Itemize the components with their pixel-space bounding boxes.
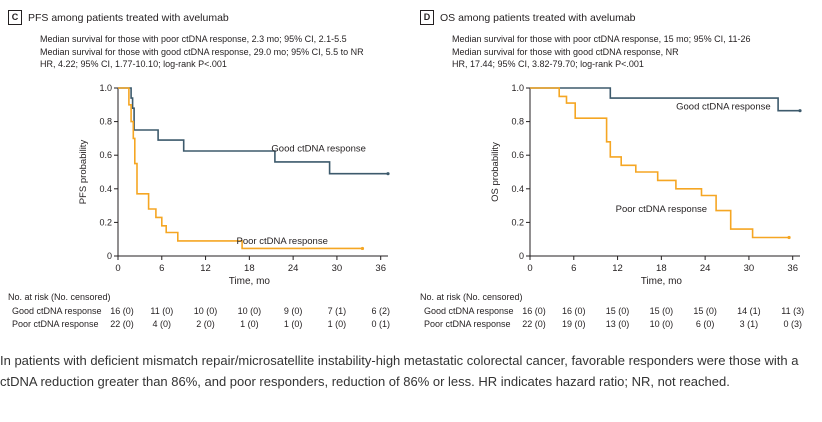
figure-caption: In patients with deficient mismatch repa… <box>0 353 799 389</box>
x-tick-label: 24 <box>700 263 711 274</box>
y-axis-label: PFS probability <box>78 140 89 205</box>
stats-poor-median: Median survival for those with poor ctDN… <box>40 34 347 44</box>
x-tick-label: 36 <box>787 263 798 274</box>
x-tick-label: 18 <box>656 263 667 274</box>
risk-table-cell: 22 (0) <box>522 319 546 329</box>
risk-table-row-label: Good ctDNA response <box>12 306 102 316</box>
panel-c-pfs: C PFS among patients treated with avelum… <box>0 0 410 340</box>
x-tick-label: 6 <box>159 263 164 274</box>
y-tick-label: 1.0 <box>99 83 112 93</box>
x-tick-label: 36 <box>375 263 386 274</box>
risk-table-cell: 10 (0) <box>238 306 262 316</box>
y-tick-label: 0.2 <box>511 217 524 227</box>
risk-table-cell: 3 (1) <box>740 319 759 329</box>
risk-table-cell: 16 (0) <box>110 306 134 316</box>
risk-table-cell: 16 (0) <box>522 306 546 316</box>
censor-mark-poor <box>360 246 365 251</box>
risk-table-cell: 10 (0) <box>650 319 674 329</box>
risk-table-cell: 14 (1) <box>737 306 761 316</box>
risk-table-cell: 22 (0) <box>110 319 134 329</box>
censor-mark-good <box>386 172 390 176</box>
series-annotation: Poor ctDNA response <box>237 236 328 247</box>
y-tick-label: 0.8 <box>511 117 524 127</box>
pfs-chart: 0 0.2 0.4 0.6 0.8 1.0 0 6 12 18 24 30 36 Time, mo PFS … <box>8 83 390 329</box>
risk-table-cell: 11 (0) <box>150 306 173 316</box>
x-tick-label: 24 <box>288 263 299 274</box>
risk-table-cell: 15 (0) <box>650 306 674 316</box>
x-axis-label: Time, mo <box>641 276 683 287</box>
panel-title: PFS among patients treated with avelumab <box>28 11 229 24</box>
x-tick-label: 12 <box>612 263 623 274</box>
series-annotation: Good ctDNA response <box>676 101 771 112</box>
risk-table-cell: 0 (3) <box>783 319 802 329</box>
risk-table-cell: 1 (0) <box>284 319 303 329</box>
risk-table-row-label: Poor ctDNA response <box>424 319 511 329</box>
stats-block: Median survival for those with poor ctDN… <box>40 33 364 71</box>
x-tick-label: 6 <box>571 263 576 274</box>
x-tick-label: 30 <box>332 263 343 274</box>
stats-hazard-ratio: HR, 17.44; 95% CI, 3.82-79.70; log-rank … <box>452 59 644 69</box>
y-tick-label: 0.6 <box>511 150 524 160</box>
risk-table-cell: 19 (0) <box>562 319 586 329</box>
panel-d-os: D OS among patients treated with aveluma… <box>412 0 822 340</box>
risk-table-cell: 11 (3) <box>781 306 804 316</box>
stats-poor-median: Median survival for those with poor ctDN… <box>452 34 751 44</box>
risk-table-header: No. at risk (No. censored) <box>8 292 111 302</box>
risk-table-row-label: Good ctDNA response <box>424 306 514 316</box>
x-tick-label: 12 <box>200 263 211 274</box>
series-line-poor <box>530 87 790 239</box>
panel-letter: C <box>8 10 22 25</box>
series-line-poor <box>118 87 363 250</box>
panel-header: D OS among patients treated with aveluma… <box>420 10 636 25</box>
x-axis-label: Time, mo <box>229 276 271 287</box>
risk-table-cell: 9 (0) <box>284 306 303 316</box>
panel-title: OS among patients treated with avelumab <box>440 11 636 24</box>
risk-table-row-label: Poor ctDNA response <box>12 319 99 329</box>
stats-block: Median survival for those with poor ctDN… <box>452 33 750 71</box>
x-tick-label: 0 <box>527 263 532 274</box>
risk-table-cell: 7 (1) <box>328 306 347 316</box>
risk-table-cell: 1 (0) <box>240 319 259 329</box>
risk-table-cell: 15 (0) <box>693 306 717 316</box>
risk-table-cell: 13 (0) <box>606 319 630 329</box>
x-tick-label: 0 <box>115 263 120 274</box>
series-annotation: Poor ctDNA response <box>616 204 707 215</box>
stats-hazard-ratio: HR, 4.22; 95% CI, 1.77-10.10; log-rank P… <box>40 59 227 69</box>
y-tick-label: 0.4 <box>511 184 524 194</box>
censor-mark-poor <box>787 235 791 240</box>
risk-table-cell: 0 (1) <box>371 319 390 329</box>
censor-mark-good <box>798 109 802 113</box>
risk-table-cell: 16 (0) <box>562 306 586 316</box>
panel-header: C PFS among patients treated with avelum… <box>8 10 229 25</box>
y-tick-label: 1.0 <box>511 83 524 93</box>
y-axis-label: OS probability <box>490 142 501 202</box>
x-tick-label: 30 <box>744 263 755 274</box>
y-tick-label: 0.8 <box>99 117 112 127</box>
panel-letter: D <box>420 10 434 25</box>
y-tick-label: 0 <box>519 251 524 261</box>
risk-table-cell: 6 (0) <box>696 319 715 329</box>
risk-table-cell: 10 (0) <box>194 306 218 316</box>
risk-table-cell: 1 (0) <box>328 319 347 329</box>
y-tick-label: 0 <box>107 251 112 261</box>
stats-good-median: Median survival for those with good ctDN… <box>40 46 364 57</box>
risk-table-cell: 15 (0) <box>606 306 630 316</box>
series-line-good <box>530 87 800 112</box>
os-chart: 0 0.2 0.4 0.6 0.8 1.0 0 6 12 18 24 30 36 Time, mo OS p… <box>420 83 804 329</box>
stats-good-median: Median survival for those with good ctDN… <box>452 46 679 57</box>
risk-table-header: No. at risk (No. censored) <box>420 292 523 302</box>
x-tick-label: 18 <box>244 263 255 274</box>
y-tick-label: 0.6 <box>99 150 112 160</box>
risk-table-cell: 6 (2) <box>371 306 390 316</box>
y-tick-label: 0.4 <box>99 184 112 194</box>
series-annotation: Good ctDNA response <box>271 143 366 154</box>
risk-table-cell: 2 (0) <box>196 319 215 329</box>
risk-table-cell: 4 (0) <box>153 319 172 329</box>
series-line-good <box>118 87 388 175</box>
y-tick-label: 0.2 <box>99 217 112 227</box>
